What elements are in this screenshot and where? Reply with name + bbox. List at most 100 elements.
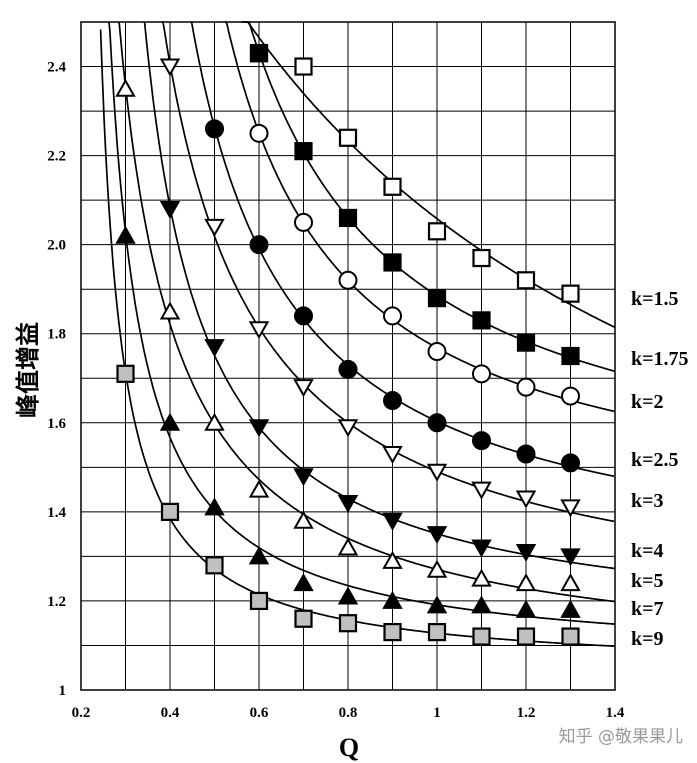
marker-k=5	[115, 78, 136, 97]
marker-k=1.75	[472, 311, 491, 330]
marker-k=4	[293, 468, 314, 487]
y-tick-label: 1.6	[47, 416, 66, 432]
marker-k=1.5	[427, 222, 447, 241]
y-tick-label: 2.0	[47, 238, 66, 254]
marker-k=2	[472, 364, 491, 384]
x-tick-label: 1.2	[517, 705, 536, 721]
marker-k=1.75	[516, 333, 536, 352]
series-label: k=4	[631, 540, 664, 562]
marker-k=3	[204, 218, 225, 237]
marker-k=5	[293, 510, 314, 529]
marker-k=2.5	[516, 444, 536, 464]
marker-k=1.75	[249, 44, 269, 63]
marker-k=2.5	[427, 413, 447, 433]
series-line-k=2	[225, 21, 615, 413]
marker-k=9	[294, 609, 313, 628]
marker-k=4	[382, 512, 403, 531]
marker-k=3	[426, 463, 448, 482]
y-tick-label: 1.8	[47, 327, 66, 343]
y-axis-label: 峰值增益	[13, 322, 42, 418]
marker-k=9	[427, 623, 447, 642]
marker-k=5	[337, 537, 359, 556]
marker-k=4	[515, 543, 537, 562]
marker-k=7	[293, 573, 314, 592]
marker-k=2.5	[205, 119, 224, 139]
series-label: k=5	[631, 570, 664, 592]
marker-k=7	[115, 225, 136, 244]
marker-k=5	[248, 479, 270, 498]
series-line-k=9	[99, 29, 615, 647]
marker-k=5	[159, 301, 181, 320]
marker-k=5	[426, 559, 448, 578]
marker-k=2.5	[249, 235, 269, 255]
marker-k=9	[516, 627, 536, 646]
marker-k=3	[293, 379, 314, 398]
marker-k=5	[204, 412, 225, 431]
marker-k=3	[560, 499, 581, 518]
plot-frame	[80, 21, 616, 691]
marker-k=2.5	[561, 453, 580, 473]
marker-k=1.5	[383, 177, 402, 196]
marker-k=4	[337, 494, 359, 513]
marker-k=1.75	[294, 142, 313, 161]
x-tick-label: 0.2	[72, 705, 91, 721]
y-tick-label: 2.2	[47, 149, 66, 165]
x-tick-label: 0.8	[339, 705, 358, 721]
watermark: 知乎 @敬果果儿	[558, 727, 683, 747]
marker-k=1.5	[294, 57, 313, 76]
marker-k=4	[159, 201, 181, 220]
y-tick-labels: 1 1.2 1.4 1.6 1.8 2.0 2.2 2.4	[47, 60, 66, 699]
y-tick-label: 1.2	[47, 594, 66, 610]
series-labels: k=1.5 k=1.75 k=2 k=2.5 k=3 k=4 k=5 k=7 k=9	[631, 288, 689, 650]
marker-k=3	[382, 445, 403, 465]
marker-k=2	[383, 306, 402, 326]
series-label: k=3	[631, 490, 664, 512]
marker-k=9	[383, 623, 402, 642]
marker-k=1.5	[338, 128, 358, 147]
series-line-k=7	[108, 21, 615, 625]
y-tick-label: 1	[59, 683, 67, 699]
marker-k=5	[471, 568, 492, 587]
series-label: k=2.5	[631, 449, 679, 471]
series-line-k=5	[117, 21, 615, 603]
series-label: k=1.5	[631, 288, 679, 310]
series-label: k=1.75	[631, 348, 689, 370]
marker-k=9	[338, 614, 358, 633]
marker-k=9	[561, 627, 580, 646]
data-markers	[115, 44, 581, 646]
series-label: k=9	[631, 628, 664, 650]
marker-k=7	[560, 599, 581, 618]
marker-k=7	[382, 590, 403, 609]
marker-k=7	[204, 497, 225, 516]
x-tick-label: 0.6	[250, 705, 269, 721]
series-line-k=1.5	[241, 21, 615, 328]
marker-k=4	[248, 419, 270, 438]
marker-k=9	[205, 556, 224, 575]
series-line-k=4	[143, 22, 615, 570]
marker-k=1.5	[516, 271, 536, 290]
series-label: k=7	[631, 598, 664, 620]
marker-k=9	[472, 627, 491, 646]
marker-k=1.75	[427, 289, 447, 308]
marker-k=1.75	[338, 208, 358, 228]
marker-k=2.5	[338, 359, 358, 379]
marker-k=9	[116, 364, 135, 383]
marker-k=2.5	[383, 391, 402, 411]
x-tick-label: 1.4	[606, 705, 625, 721]
marker-k=3	[248, 321, 270, 340]
marker-k=7	[248, 546, 270, 565]
x-axis-label: Q	[339, 733, 359, 762]
marker-k=1.5	[472, 248, 491, 268]
marker-k=1.75	[561, 346, 580, 366]
marker-k=1.5	[561, 284, 580, 303]
marker-k=7	[337, 586, 359, 605]
marker-k=2	[294, 212, 313, 232]
x-tick-label: 0.4	[161, 705, 180, 721]
marker-k=2	[249, 123, 269, 143]
marker-k=9	[160, 502, 180, 521]
marker-k=3	[337, 419, 359, 438]
marker-k=4	[204, 339, 225, 358]
marker-k=3	[159, 58, 181, 77]
marker-k=2	[561, 386, 580, 406]
marker-k=4	[471, 539, 492, 558]
